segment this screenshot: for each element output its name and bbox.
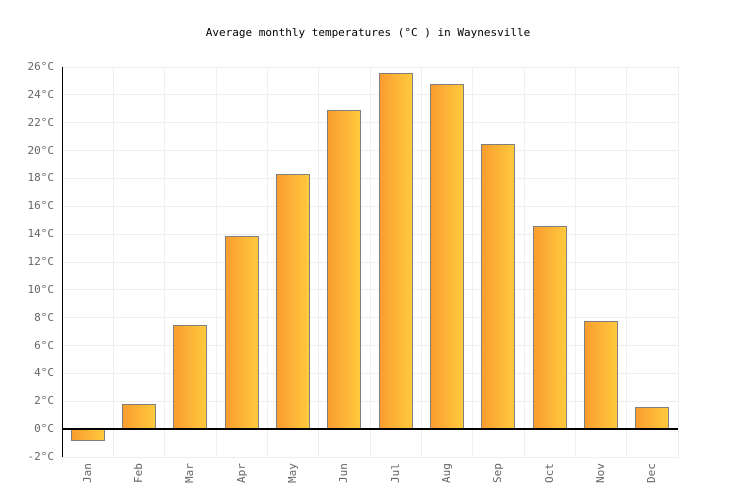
bar-may[interactable]: [276, 174, 310, 431]
horizontal-gridline: [62, 456, 678, 458]
vertical-gridline: [369, 67, 371, 457]
x-tick-label: Sep: [491, 463, 505, 483]
vertical-gridline: [574, 67, 576, 457]
bar-jul[interactable]: [378, 72, 413, 431]
bar-feb[interactable]: [122, 404, 156, 431]
vertical-gridline: [523, 67, 525, 457]
vertical-gridline: [266, 67, 268, 457]
chart-title: Average monthly temperatures (°C ) in Wa…: [205, 26, 531, 39]
x-tick-label: Jan: [80, 463, 94, 483]
vertical-gridline: [472, 67, 474, 457]
y-tick-label: 10°C: [27, 282, 55, 296]
x-tick-label: Jul: [388, 463, 402, 483]
vertical-gridline: [215, 67, 217, 457]
x-tick-label: Feb: [132, 463, 145, 483]
vertical-gridline: [677, 67, 679, 457]
bar-jun[interactable]: [327, 110, 362, 431]
bar-aug[interactable]: [430, 83, 464, 431]
y-tick-label: 20°C: [27, 143, 55, 157]
x-tick-label: Aug: [440, 463, 453, 483]
vertical-gridline: [626, 67, 628, 457]
y-tick-label: 12°C: [27, 255, 55, 268]
y-tick-label: 8°C: [34, 310, 54, 324]
y-tick-label: 24°C: [27, 87, 55, 101]
vertical-gridline: [318, 67, 320, 457]
x-tick-label: Mar: [183, 463, 197, 483]
x-tick-label: Jun: [337, 463, 351, 483]
y-tick-label: 18°C: [27, 171, 55, 185]
y-axis-line: [62, 67, 63, 457]
vertical-gridline: [164, 67, 166, 457]
y-tick-label: 14°C: [27, 227, 55, 241]
x-tick-label: Dec: [645, 463, 659, 483]
bar-dec[interactable]: [635, 406, 670, 431]
bar-sep[interactable]: [481, 143, 516, 431]
y-tick-label: 2°C: [34, 394, 54, 408]
y-tick-label: 6°C: [34, 338, 54, 352]
y-tick-label: 0°C: [34, 422, 54, 436]
bar-apr[interactable]: [224, 235, 259, 431]
y-tick-label: 26°C: [27, 60, 55, 73]
y-tick-label: 22°C: [27, 115, 55, 129]
x-tick-label: Apr: [234, 463, 248, 483]
bar-nov[interactable]: [584, 320, 618, 431]
bar-mar[interactable]: [173, 324, 208, 431]
y-tick-label: -2°C: [27, 450, 55, 463]
vertical-gridline: [420, 67, 422, 457]
vertical-gridline: [112, 67, 114, 457]
x-tick-label: Nov: [594, 463, 607, 483]
x-axis-line: [62, 428, 678, 431]
bar-oct[interactable]: [532, 225, 567, 431]
y-tick-label: 16°C: [27, 199, 55, 213]
y-tick-label: 4°C: [34, 366, 54, 380]
x-tick-label: Oct: [542, 463, 556, 483]
x-tick-label: May: [286, 463, 299, 483]
